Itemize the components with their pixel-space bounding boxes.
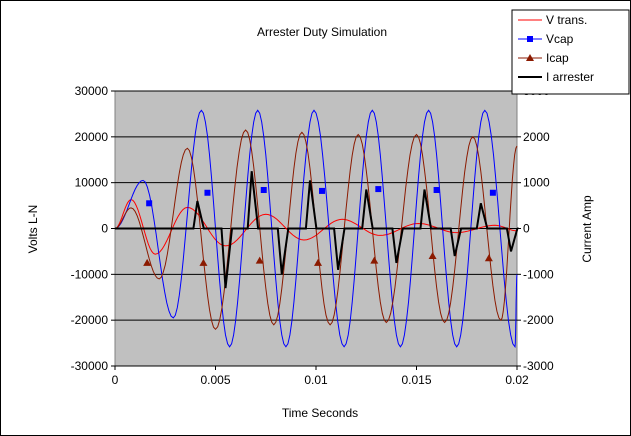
- y2-tick-label: 0: [523, 222, 530, 236]
- series-marker-icap: [199, 258, 208, 266]
- marker-layer: [143, 186, 496, 266]
- series-marker-icap: [370, 256, 379, 264]
- series-marker-icap: [484, 254, 493, 262]
- x-tick-label: 0: [112, 373, 119, 387]
- y2-tick-label: -1000: [523, 267, 554, 281]
- y2-axis-ticks: -3000-2000-10000100020003000: [517, 84, 554, 373]
- series-layer: [114, 109, 519, 349]
- y2-tick-label: 1000: [523, 176, 550, 190]
- y2-tick-label: -3000: [523, 359, 554, 373]
- legend-marker-icap: [526, 54, 534, 61]
- x-tick-label: 0.01: [304, 373, 328, 387]
- series-marker-icap: [143, 258, 152, 266]
- x-axis-ticks: 0 0.005 0.01 0.015 0.02: [112, 366, 529, 387]
- series-marker-vcap: [433, 187, 440, 193]
- y-tick-label: 20000: [75, 130, 109, 144]
- series-marker-vcap: [319, 187, 326, 194]
- series-marker-icap: [428, 252, 437, 259]
- legend-marker-vcap: [527, 36, 533, 42]
- y-tick-label: -10000: [71, 267, 109, 281]
- y-tick-label: -20000: [71, 313, 109, 327]
- legend-box: [511, 9, 630, 95]
- series-marker-icap: [314, 258, 323, 266]
- y-tick-label: -30000: [71, 359, 109, 373]
- y2-tick-label: -2000: [523, 313, 554, 327]
- y-tick-label: 0: [101, 222, 108, 236]
- chart-legend: V trans. Vcap Icap I arrester: [511, 9, 630, 95]
- legend-label-i-arrester: I arrester: [546, 70, 594, 84]
- series-marker-vcap: [375, 186, 382, 193]
- legend-label-vcap: Vcap: [546, 32, 574, 46]
- series-marker-vcap: [489, 189, 496, 196]
- series-line-v-trans: [114, 199, 518, 255]
- x-axis-label: Time Seconds: [282, 406, 358, 420]
- chart-title: Arrester Duty Simulation: [257, 25, 387, 39]
- series-marker-vcap: [204, 189, 211, 196]
- x-tick-label: 0.02: [505, 373, 529, 387]
- y-tick-label: 10000: [75, 176, 109, 190]
- series-marker-vcap: [146, 200, 153, 207]
- legend-label-icap: Icap: [546, 51, 569, 65]
- y-axis-label: Volts L-N: [26, 205, 40, 254]
- y-axis-ticks: -30000 -20000 -10000 0 10000 20000 30000: [71, 84, 115, 373]
- series-marker-vcap: [260, 187, 267, 193]
- legend-label-v-trans: V trans.: [546, 13, 587, 27]
- series-marker-icap: [255, 256, 264, 264]
- y-tick-label: 30000: [75, 84, 109, 98]
- x-tick-label: 0.005: [200, 373, 230, 387]
- y2-axis-label: Current Amp: [580, 195, 594, 263]
- x-tick-label: 0.015: [401, 373, 431, 387]
- series-line-i-arrester: [115, 171, 519, 289]
- y2-tick-label: 2000: [523, 130, 550, 144]
